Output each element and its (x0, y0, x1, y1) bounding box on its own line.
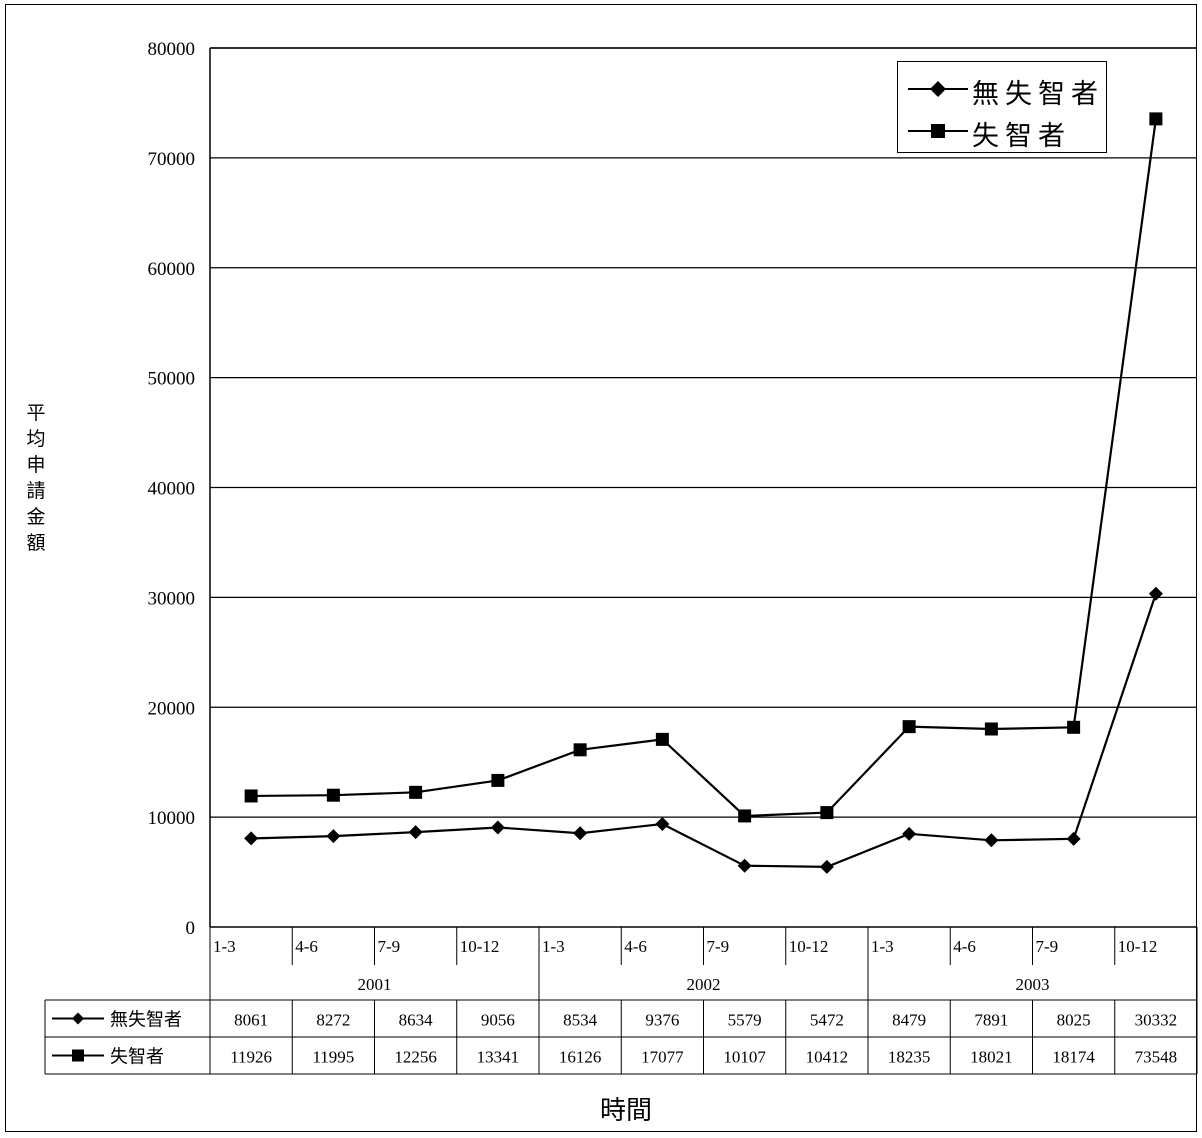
data-point-series-1 (244, 789, 258, 803)
series-line-1 (251, 118, 1157, 818)
data-point-series-1 (1067, 720, 1081, 734)
table-value-cell: 18021 (970, 1048, 1013, 1067)
table-value-cell: 8534 (563, 1011, 598, 1030)
data-point-series-1 (1149, 112, 1163, 126)
data-point-series-1 (326, 788, 340, 802)
x-category-label: 10-12 (460, 937, 500, 956)
data-point-series-1 (738, 809, 752, 823)
x-category-label: 1-3 (213, 937, 236, 956)
series-line-0 (251, 593, 1157, 868)
y-axis-label-char: 均 (26, 428, 46, 450)
y-tick-label: 20000 (148, 698, 196, 719)
x-group-label: 2003 (1016, 975, 1050, 994)
x-category-label: 1-3 (542, 937, 565, 956)
y-axis-label-char: 金 (26, 506, 46, 528)
data-point-series-0 (655, 816, 670, 831)
data-point-series-1 (984, 722, 998, 736)
table-value-cell: 10412 (806, 1048, 849, 1067)
table-series-name: 失智者 (110, 1047, 164, 1068)
table-value-cell: 8061 (234, 1011, 268, 1030)
chart-frame (5, 4, 1197, 1132)
legend-label-series-1: 失智者 (972, 121, 1071, 152)
data-point-series-1 (491, 773, 505, 787)
data-point-series-1 (573, 743, 587, 757)
x-axis-label: 時間 (600, 1096, 653, 1126)
table-value-cell: 5579 (728, 1011, 762, 1030)
data-point-series-0 (326, 829, 341, 844)
square-marker-icon (72, 1049, 84, 1062)
data-point-series-1 (409, 785, 423, 799)
x-category-label: 10-12 (789, 937, 829, 956)
table-value-cell: 16126 (559, 1048, 602, 1067)
table-value-cell: 9376 (645, 1011, 679, 1030)
diamond-marker-icon (908, 81, 968, 97)
x-group-label: 2001 (358, 975, 392, 994)
data-point-series-0 (1066, 831, 1081, 846)
data-point-series-0 (244, 831, 259, 846)
square-marker-icon (908, 124, 968, 138)
y-tick-label: 60000 (148, 259, 196, 280)
x-category-label: 7-9 (1036, 937, 1059, 956)
y-tick-label: 0 (186, 918, 196, 939)
table-value-cell: 18235 (888, 1048, 931, 1067)
y-axis-label: 平均申請金額 (22, 400, 50, 556)
data-table: 1-3 4-6 7-9 10-12 1-3 4-6 7-9 10-12 1-3 4-6 7-9 10-… (44, 927, 1198, 1075)
table-value-cell: 8634 (399, 1011, 434, 1030)
table-value-cell: 8025 (1057, 1011, 1091, 1030)
legend-item-series-0: 無失智者 (898, 68, 1106, 110)
x-category-label: 10-12 (1118, 937, 1158, 956)
x-category-label: 1-3 (871, 937, 894, 956)
data-point-series-1 (902, 720, 916, 734)
y-tick-label: 80000 (148, 39, 196, 60)
diamond-marker-icon (72, 1012, 84, 1025)
y-tick-label: 70000 (148, 149, 196, 170)
data-point-series-0 (408, 825, 423, 840)
x-category-label: 4-6 (953, 937, 976, 956)
table-value-cell: 7891 (974, 1011, 1008, 1030)
series-layer (244, 112, 1163, 874)
table-value-cell: 5472 (810, 1011, 844, 1030)
table-value-cell: 18174 (1052, 1048, 1095, 1067)
x-category-label: 7-9 (378, 937, 401, 956)
legend-item-series-1: 失智者 (898, 110, 1106, 152)
table-value-cell: 73548 (1135, 1048, 1178, 1067)
table-value-cell: 11926 (230, 1048, 272, 1067)
data-point-series-0 (737, 858, 752, 873)
table-value-cell: 8272 (316, 1011, 350, 1030)
table-value-cell: 30332 (1135, 1011, 1178, 1030)
table-value-cell: 13341 (477, 1048, 520, 1067)
y-axis-label-char: 申 (26, 454, 46, 476)
y-tick-label: 30000 (148, 588, 196, 609)
data-point-series-0 (902, 826, 917, 841)
table-value-cell: 8479 (892, 1011, 926, 1030)
y-tick-label: 50000 (148, 369, 196, 390)
table-value-cell: 10107 (723, 1048, 766, 1067)
data-point-series-0 (490, 820, 505, 835)
gridlines (210, 47, 1197, 818)
x-category-label: 4-6 (624, 937, 647, 956)
data-point-series-1 (820, 806, 834, 820)
data-point-series-0 (573, 826, 588, 841)
x-group-label: 2002 (687, 975, 721, 994)
y-axis-label-char: 額 (26, 532, 46, 554)
data-point-series-1 (655, 732, 669, 746)
legend: 無失智者 失智者 (897, 61, 1107, 153)
y-axis-ticks: 0 10000 20000 30000 40000 50000 60000 70000 8000… (148, 39, 196, 939)
y-tick-label: 40000 (148, 479, 196, 500)
data-point-series-0 (819, 859, 834, 874)
data-point-series-0 (984, 833, 999, 848)
y-axis-label-char: 請 (26, 480, 46, 502)
legend-label-series-0: 無失智者 (972, 79, 1104, 110)
y-tick-label: 10000 (148, 808, 196, 829)
table-series-name: 無失智者 (110, 1010, 182, 1031)
x-category-label: 7-9 (707, 937, 730, 956)
table-value-cell: 11995 (312, 1048, 354, 1067)
data-point-series-0 (1148, 586, 1163, 601)
y-axis-label-char: 平 (26, 402, 46, 424)
x-category-label: 4-6 (295, 937, 318, 956)
table-value-cell: 9056 (481, 1011, 515, 1030)
table-value-cell: 17077 (641, 1048, 684, 1067)
table-value-cell: 12256 (394, 1048, 437, 1067)
